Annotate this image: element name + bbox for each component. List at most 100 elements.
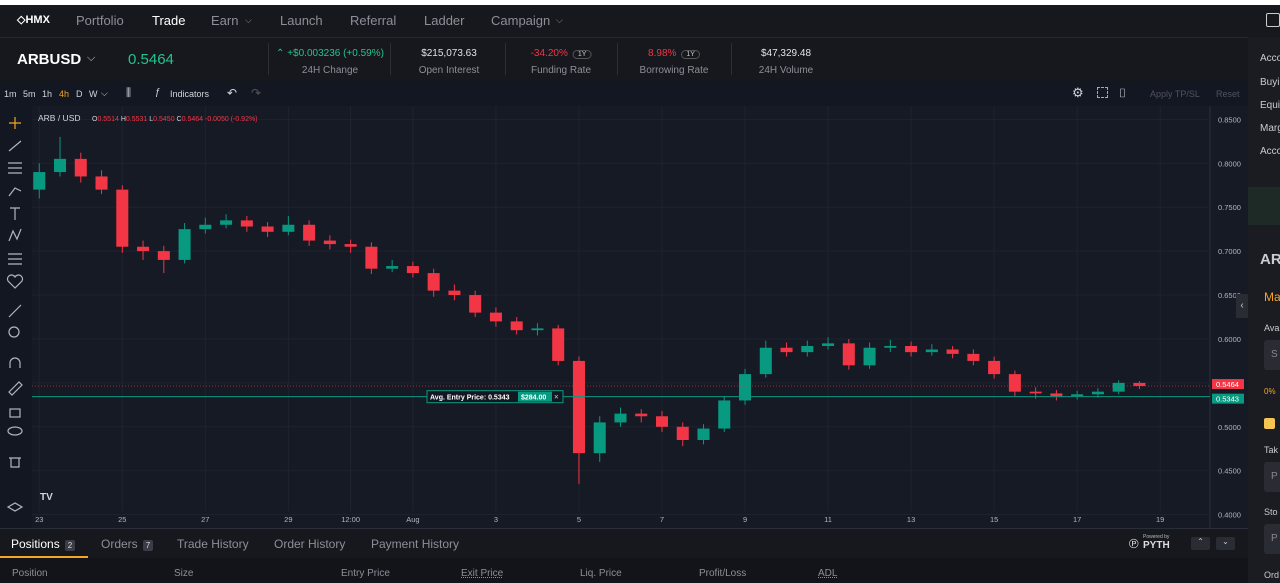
candle-body [406,266,419,274]
crosshair-tool[interactable] [9,117,21,129]
brush-tool[interactable] [8,187,22,197]
dropdown-icon[interactable]: ⌵ [87,52,96,64]
logo-text[interactable]: HMX [25,14,50,26]
tab[interactable]: Payment History [371,537,460,551]
interval[interactable]: 5m [23,89,36,99]
x-tick-label: 13 [907,515,915,524]
nav-item[interactable]: Campaign [491,13,551,28]
nav-item[interactable]: Launch [280,13,323,28]
hide-tool[interactable] [7,426,23,436]
panel-symbol: AR [1260,251,1280,268]
x-tick-label: 5 [577,515,581,524]
legend-value: 0.5514 [97,116,119,123]
interval[interactable]: W [89,89,98,99]
candle-body [510,321,523,331]
lock-tool[interactable] [9,408,21,418]
indicators-icon[interactable]: ƒ [155,87,161,98]
interval[interactable]: 1m [4,89,17,99]
chart-title: ARB / USD [38,113,81,123]
undo-icon[interactable]: ↶ [227,86,238,100]
candle-body [220,220,233,225]
legend-value: 0.5450 [153,116,175,123]
size-input[interactable]: S [1264,340,1280,370]
chart-type-icon[interactable]: ⫼ [126,87,132,99]
period-pill[interactable]: 1Y [681,50,700,59]
legend-value: 0.5464 [182,116,204,123]
candle-body [739,374,752,401]
zoom-tool[interactable] [8,326,20,338]
y-tick-label: 0.4000 [1218,511,1241,520]
pattern-tool[interactable] [8,228,22,242]
tab-label[interactable]: Orders [101,537,138,551]
settings-icon[interactable]: ⚙ [1072,85,1084,100]
nav-item[interactable]: Earn [211,13,239,28]
x-tick-label: 27 [201,515,209,524]
candle-body [344,244,357,247]
interval[interactable]: D [76,89,83,99]
tab[interactable]: Positions 2 [11,537,76,551]
dropdown-icon[interactable]: ⌵ [101,88,108,98]
candle-body [1112,382,1125,392]
nav-item[interactable]: Ladder [424,13,465,28]
tab[interactable]: Trade History [177,537,249,551]
nav-item[interactable]: Trade [152,13,186,28]
logo[interactable]: ◇HMX [17,14,50,26]
ruler-tool[interactable] [8,304,22,318]
pnl-label: $284.00 [521,395,546,402]
order-mode[interactable]: Ma [1264,290,1280,304]
candle-body [74,158,87,177]
reset-button[interactable]: Reset [1216,89,1240,99]
chart-toolbar: 1m 5m 1h 4h D W ⌵ ⫼ ƒ Indicators ↶ ↷ ⚙ ⌷… [0,81,1248,107]
favorites-tool[interactable] [6,274,24,289]
wallet-icon[interactable] [1266,13,1280,27]
x-tick-label: 12:00 [341,515,360,524]
collapse-button[interactable]: ⌄ [1216,537,1235,550]
tab[interactable]: Orders 7 [101,537,154,551]
take-profit-input[interactable]: P [1264,462,1280,492]
stat-label: 24H Volume [758,65,814,76]
indicators-button[interactable]: Indicators [170,89,210,99]
line-tool[interactable] [8,140,22,152]
legend-key: H [121,116,126,123]
prediction-tool[interactable] [8,253,22,265]
nav-item[interactable]: Referral [350,13,397,28]
stat-label: Open Interest [418,65,480,76]
nav-item[interactable]: Portfolio [76,13,124,28]
apply-tpsl-button[interactable]: Apply TP/SL [1150,89,1200,99]
tab[interactable]: Order History [274,537,346,551]
top-strip [0,0,1280,5]
fib-tool[interactable] [8,162,22,174]
order-label: Ord [1264,570,1280,580]
delete-tool[interactable] [9,457,21,468]
redo-icon[interactable]: ↷ [251,86,262,100]
dropdown-icon[interactable]: ⌵ [245,15,252,25]
price-tag [1212,393,1244,404]
price-tag-label: 0.5343 [1216,395,1239,404]
legend-key: C [177,116,182,123]
text-tool[interactable] [10,207,20,220]
symbol[interactable]: ARBUSD [17,51,82,68]
fullscreen-icon[interactable] [1097,87,1108,98]
interval[interactable]: 1h [42,89,53,99]
stop-loss-label: Sto [1264,507,1278,517]
stat-text: 8.98% [648,48,677,59]
magnet-tool[interactable] [9,357,21,368]
stay-drawing-tool[interactable] [8,381,23,396]
candle-body [967,353,980,361]
period-pill[interactable]: 1Y [572,50,592,59]
camera-icon[interactable]: ⌷ [1119,86,1127,100]
dropdown-icon[interactable]: ⌵ [556,15,563,25]
stop-loss-input[interactable]: P [1264,524,1280,554]
layers-tool[interactable] [6,502,24,512]
expand-button[interactable]: ⌃ [1191,537,1210,550]
checkbox[interactable] [1264,418,1275,429]
y-tick-label: 0.7500 [1218,203,1241,212]
candle-body [95,176,108,190]
stat-value: ⌃ +$0.003236 (+0.59%) [276,48,384,59]
tab-label[interactable]: Positions [11,537,60,551]
x-tick-label: Aug [406,515,419,524]
candle-body [1008,374,1021,392]
candle-body [801,345,814,353]
interval[interactable]: 4h [59,89,70,99]
collapse-button[interactable]: ‹ [1236,294,1248,318]
